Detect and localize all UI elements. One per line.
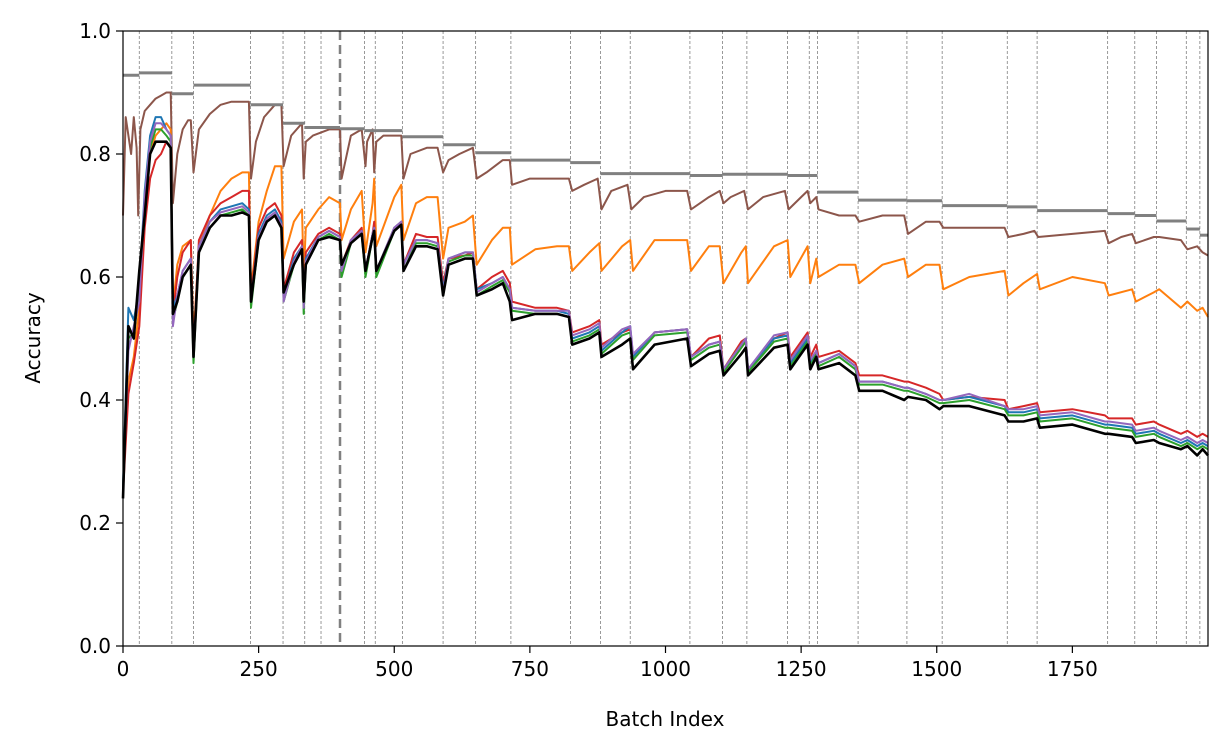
x-tick-label: 250 xyxy=(240,657,278,681)
x-tick-label: 500 xyxy=(375,657,413,681)
upper-bound-steps xyxy=(123,71,1208,237)
series-lines xyxy=(121,91,1209,499)
y-tick-label: 0.8 xyxy=(79,142,111,166)
x-tick-label: 1250 xyxy=(776,657,827,681)
x-axis-ticks: 0 250 500 750 1000 1250 1500 1750 xyxy=(117,646,1098,681)
y-axis-title: Accuracy xyxy=(21,292,45,383)
series-line-orange xyxy=(122,122,1209,487)
series-line-brown xyxy=(122,91,1209,257)
x-tick-label: 0 xyxy=(117,657,130,681)
y-tick-label: 1.0 xyxy=(79,19,111,43)
x-tick-label: 750 xyxy=(511,657,549,681)
y-axis-ticks: 0.0 0.2 0.4 0.6 0.8 1.0 xyxy=(79,19,123,658)
series-line-purple xyxy=(122,122,1209,493)
x-axis-title: Batch Index xyxy=(606,707,725,731)
y-tick-label: 0.0 xyxy=(79,634,111,658)
y-tick-label: 0.6 xyxy=(79,265,111,289)
series-line-black xyxy=(121,140,1209,499)
y-tick-label: 0.4 xyxy=(79,388,111,412)
x-tick-label: 1750 xyxy=(1047,657,1098,681)
x-tick-label: 1500 xyxy=(911,657,962,681)
y-tick-label: 0.2 xyxy=(79,511,111,535)
x-tick-label: 1000 xyxy=(640,657,691,681)
